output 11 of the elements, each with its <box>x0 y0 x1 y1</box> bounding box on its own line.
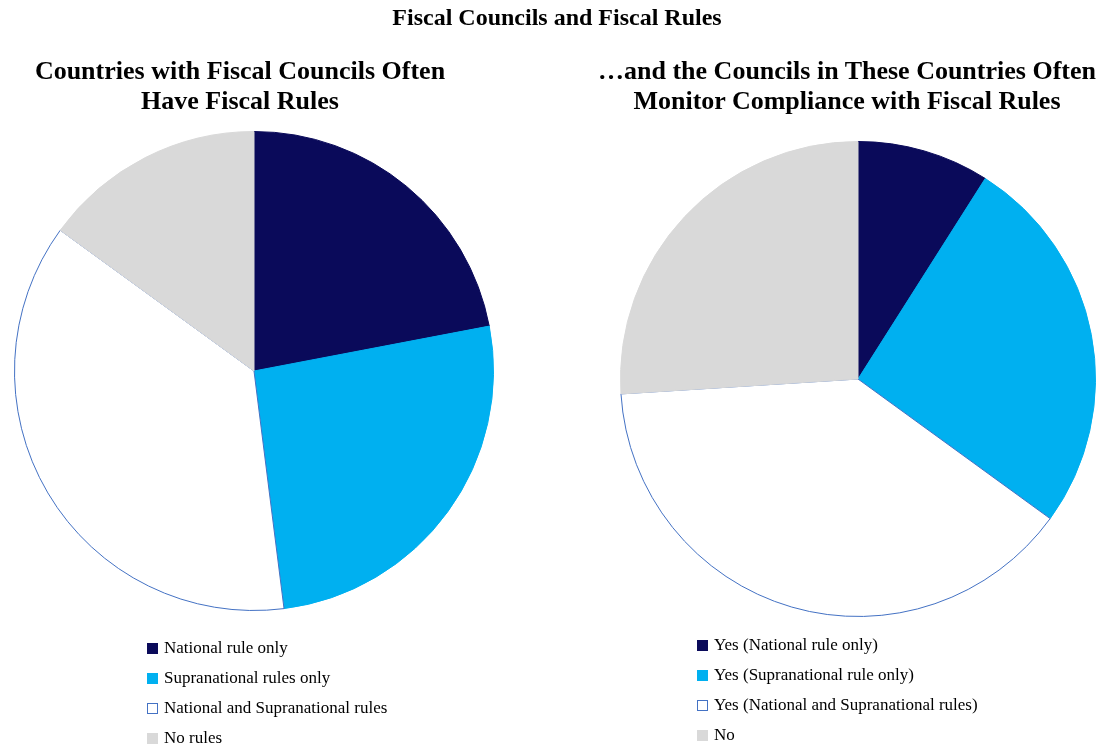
legend-label: Yes (National and Supranational rules) <box>714 695 978 715</box>
chart-subtitle: Countries with Fiscal Councils Often Have Fiscal Rules <box>33 56 447 116</box>
legend-label: No <box>714 725 735 745</box>
legend-label: Supranational rules only <box>164 668 331 688</box>
chart-subtitle: …and the Councils in These Countries Often Monitor Compliance with Fiscal Rules <box>597 56 1097 116</box>
text: Fiscal Councils and Fiscal Rules <box>391 4 723 31</box>
legend-label: National and Supranational rules <box>164 698 388 718</box>
legend-label: Yes (Supranational rule only) <box>714 665 914 685</box>
legend-label: No rules <box>164 728 223 748</box>
legend-label: Yes (National rule only) <box>714 635 878 655</box>
legend-label: National rule only <box>164 638 288 658</box>
